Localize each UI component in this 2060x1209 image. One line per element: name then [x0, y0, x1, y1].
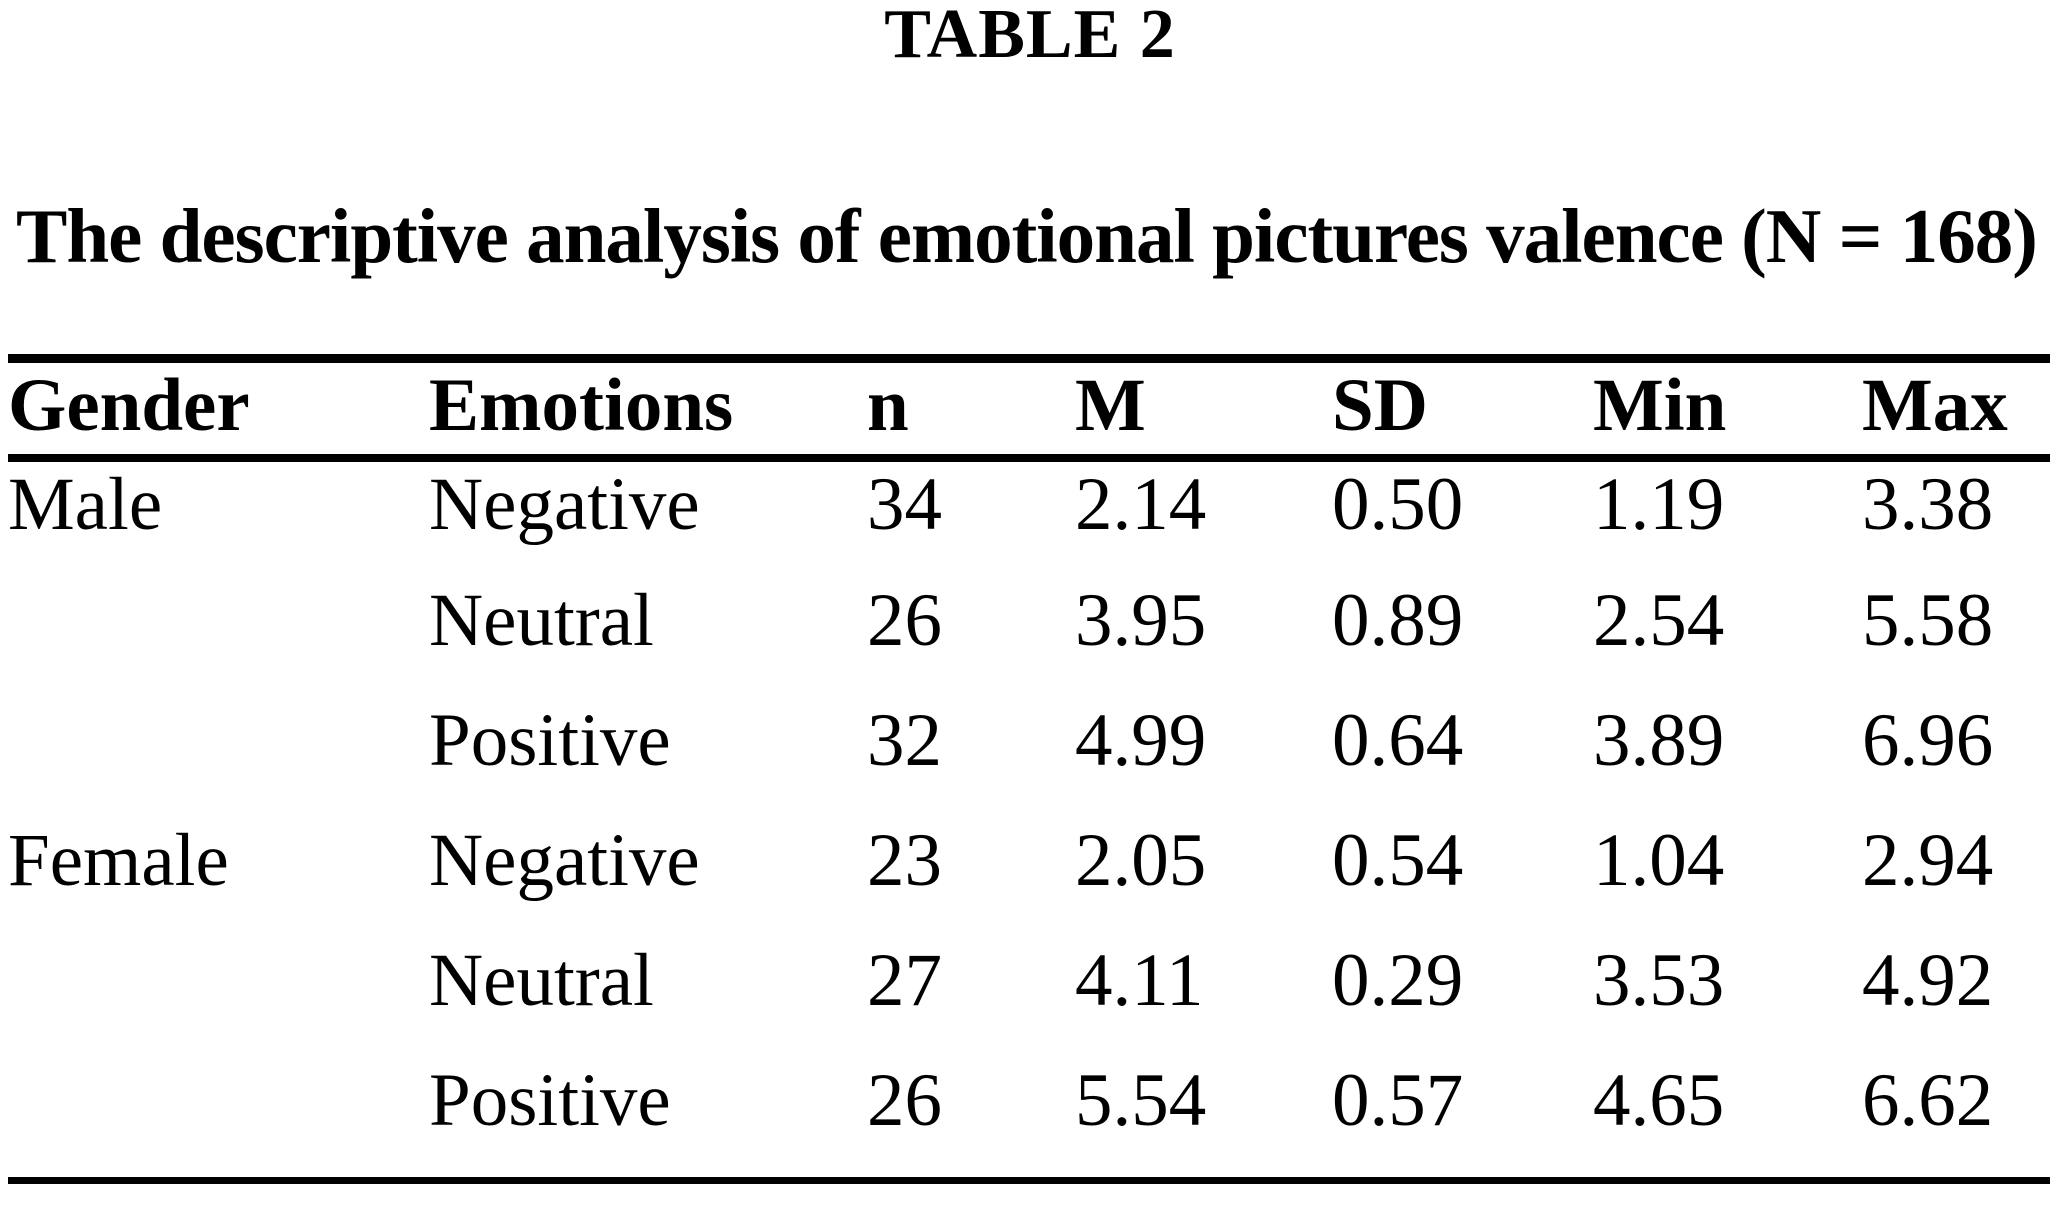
cell-min: 1.04 — [1593, 818, 1725, 902]
cell-m: 4.99 — [1075, 698, 1207, 782]
cell-emotion: Positive — [429, 698, 671, 782]
cell-n: 34 — [867, 462, 942, 546]
cell-sd: 0.57 — [1332, 1058, 1464, 1142]
cell-n: 23 — [867, 818, 942, 902]
cell-min: 3.53 — [1593, 938, 1725, 1022]
table-caption: The descriptive analysis of emotional pi… — [16, 192, 2038, 279]
cell-m: 4.11 — [1075, 938, 1204, 1022]
table-row: Male Negative 34 2.14 0.50 1.19 3.38 — [8, 458, 2050, 578]
cell-min: 1.19 — [1593, 462, 1725, 546]
col-header-gender: Gender — [8, 364, 250, 448]
cell-sd: 0.64 — [1332, 698, 1464, 782]
table-row: Positive 32 4.99 0.64 3.89 6.96 — [8, 698, 2050, 818]
cell-min: 2.54 — [1593, 578, 1725, 662]
cell-n: 27 — [867, 938, 942, 1022]
col-header-n: n — [867, 364, 909, 448]
cell-sd: 0.54 — [1332, 818, 1464, 902]
cell-sd: 0.89 — [1332, 578, 1464, 662]
col-header-emotions: Emotions — [429, 364, 734, 448]
cell-gender — [8, 698, 429, 818]
cell-max: 5.58 — [1862, 578, 1994, 662]
cell-gender — [8, 578, 429, 698]
cell-max: 6.62 — [1862, 1058, 1994, 1142]
cell-emotion: Positive — [429, 1058, 671, 1142]
col-header-m: M — [1075, 364, 1146, 448]
table-row: Neutral 27 4.11 0.29 3.53 4.92 — [8, 938, 2050, 1058]
cell-max: 3.38 — [1862, 462, 1994, 546]
cell-gender — [8, 938, 429, 1058]
cell-gender — [8, 1058, 429, 1181]
cell-min: 3.89 — [1593, 698, 1725, 782]
cell-n: 26 — [867, 578, 942, 662]
cell-emotion: Negative — [429, 462, 700, 546]
table-number-label: TABLE 2 — [884, 0, 1176, 73]
table-header-row: Gender Emotions n M SD Min Max — [8, 359, 2050, 458]
cell-max: 4.92 — [1862, 938, 1994, 1022]
cell-m: 5.54 — [1075, 1058, 1207, 1142]
cell-emotion: Negative — [429, 818, 700, 902]
cell-max: 2.94 — [1862, 818, 1994, 902]
col-header-max: Max — [1862, 364, 2008, 448]
cell-gender: Female — [8, 818, 229, 902]
descriptive-statistics-table: Gender Emotions n M SD Min Max Male Nega… — [8, 354, 2050, 1185]
cell-n: 32 — [867, 698, 942, 782]
cell-emotion: Neutral — [429, 938, 654, 1022]
col-header-min: Min — [1593, 364, 1727, 448]
table-row: Neutral 26 3.95 0.89 2.54 5.58 — [8, 578, 2050, 698]
cell-m: 3.95 — [1075, 578, 1207, 662]
cell-gender: Male — [8, 462, 163, 546]
cell-m: 2.14 — [1075, 462, 1207, 546]
cell-emotion: Neutral — [429, 578, 654, 662]
cell-sd: 0.50 — [1332, 462, 1464, 546]
table-row: Female Negative 23 2.05 0.54 1.04 2.94 — [8, 818, 2050, 938]
cell-m: 2.05 — [1075, 818, 1207, 902]
col-header-sd: SD — [1332, 364, 1428, 448]
cell-sd: 0.29 — [1332, 938, 1464, 1022]
table-row: Positive 26 5.54 0.57 4.65 6.62 — [8, 1058, 2050, 1181]
cell-max: 6.96 — [1862, 698, 1994, 782]
cell-n: 26 — [867, 1058, 942, 1142]
cell-min: 4.65 — [1593, 1058, 1725, 1142]
